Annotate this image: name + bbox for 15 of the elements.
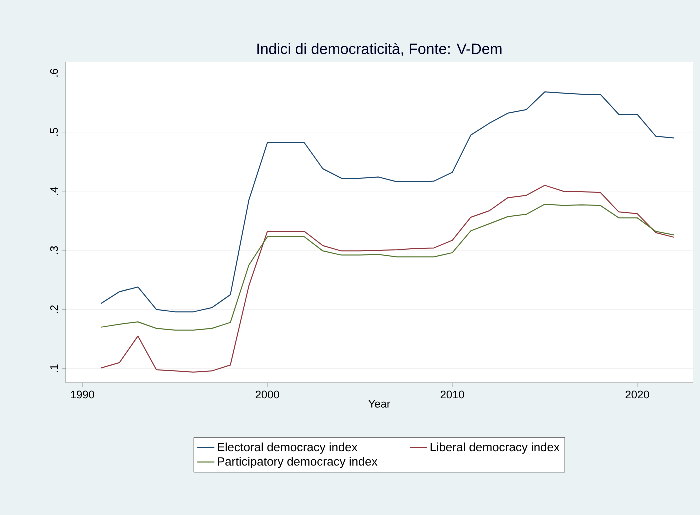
x-axis-title: Year [368,400,390,408]
legend-label: Participatory democracy index [218,457,378,468]
x-tick-label: 1990 [71,390,94,399]
y-tick-label: .2 [50,306,58,314]
x-tick-label: 2000 [256,390,280,399]
x-tick-label: 2010 [440,390,464,399]
x-tick-label: 2020 [626,390,650,399]
legend-label: Electoral democracy index [218,442,358,454]
y-tick-label: .5 [50,128,58,136]
y-tick-label: .1 [50,364,58,372]
y-tick-label: .6 [50,69,58,77]
chart-title: Indici di democraticità, Fonte: V-Dem [258,43,502,56]
y-tick-label: .4 [50,187,58,196]
legend-label: Liberal democracy index [430,442,560,454]
y-tick-label: .3 [50,246,58,254]
